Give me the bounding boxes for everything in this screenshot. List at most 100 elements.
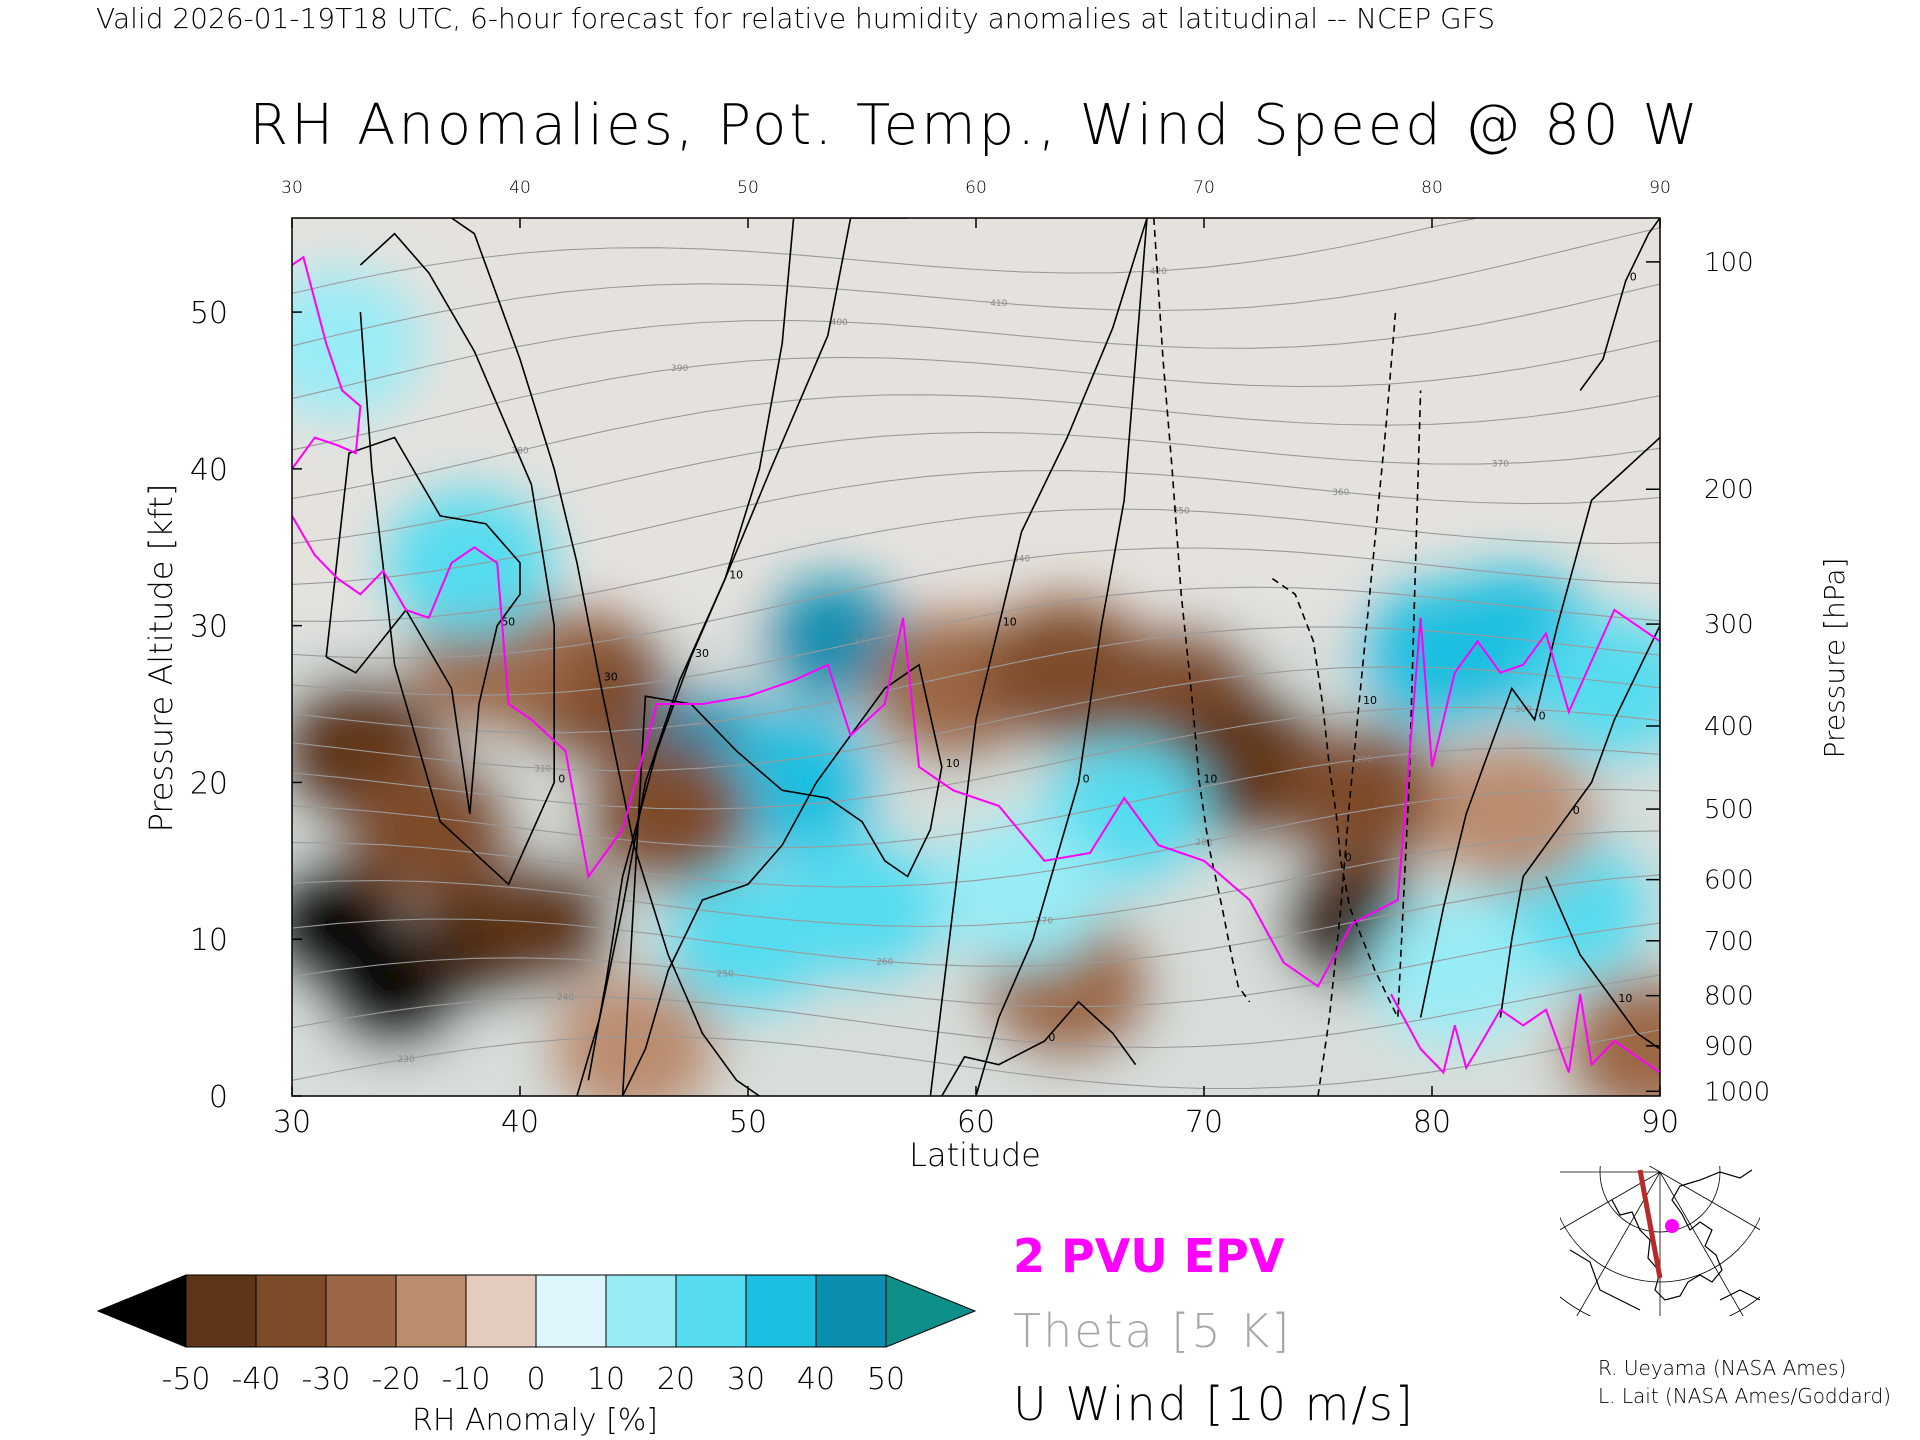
theta-contour <box>292 830 1660 928</box>
wind-contour <box>1579 218 1660 391</box>
colorbar-segment <box>535 1274 607 1348</box>
colorbar-tick-label: -30 <box>302 1362 351 1397</box>
theta-contour-label: 280 <box>1195 838 1212 848</box>
rh-blob-group <box>292 269 1660 1096</box>
y-tick-label: 40 <box>190 453 228 488</box>
wind-contour-label: 10 <box>946 757 960 770</box>
colorbar-tick-label: 0 <box>526 1362 545 1397</box>
map-meridian <box>1576 1171 1661 1316</box>
x-tick-label-top: 80 <box>1421 178 1443 198</box>
legend-theta: Theta [5 K] <box>1013 1304 1291 1358</box>
x-tick-label: 70 <box>1185 1105 1223 1140</box>
theta-contour-label: 410 <box>990 299 1007 309</box>
map-meridian <box>1560 1171 1661 1231</box>
u-wind-contours: 0 50 30 30 10 10 10 0 0 10 10 0 0 0 10 0 <box>325 218 1660 1096</box>
map-coastline <box>1611 1169 1753 1301</box>
wind-contour-label: 10 <box>729 569 743 582</box>
colorbar-segment <box>185 1274 257 1348</box>
legend-pv: 2 PVU EPV <box>1013 1229 1285 1283</box>
wind-contour <box>576 218 908 1096</box>
theta-contour-label: 250 <box>717 969 734 979</box>
valid-line: Valid 2026-01-19T18 UTC, 6-hour forecast… <box>96 2 1495 35</box>
theta-contours: 2302402502602702802903003103203303403503… <box>292 218 1660 1090</box>
theta-contour <box>292 394 1660 500</box>
inset-map-body <box>1560 1166 1760 1316</box>
theta-contour <box>292 508 1660 622</box>
colorbar-segment <box>675 1274 747 1348</box>
theta-contour-label: 230 <box>397 1055 414 1065</box>
colorbar-segment <box>815 1274 887 1348</box>
credit-line-2: L. Lait (NASA Ames/Goddard) <box>1598 1384 1891 1408</box>
colorbar-tick-label: 20 <box>657 1362 695 1397</box>
rh-blob <box>776 833 948 982</box>
map-meridian <box>1659 1171 1760 1231</box>
axes: 3030404050506060707080809090010203040501… <box>190 178 1770 1140</box>
colorbar-segment <box>325 1274 397 1348</box>
theta-contour <box>292 626 1660 734</box>
wind-contour-label: 0 <box>1048 1031 1055 1044</box>
rh-blob <box>1426 739 1597 888</box>
y-tick-label: 20 <box>190 766 228 801</box>
wind-contour-label: 30 <box>695 647 709 660</box>
map-meridian <box>1659 1171 1744 1316</box>
pressure-tick-label: 800 <box>1704 982 1754 1012</box>
map-cross-section-track <box>1637 1169 1663 1279</box>
x-tick-label: 40 <box>501 1105 539 1140</box>
pressure-tick-label: 500 <box>1704 795 1754 825</box>
wind-contour <box>325 436 521 814</box>
pressure-tick-label: 700 <box>1704 927 1754 957</box>
theta-contour <box>292 747 1660 849</box>
wind-contour-label: 0 <box>1539 710 1546 723</box>
colorbar-tick-label: -20 <box>372 1362 421 1397</box>
x-tick-label-top: 60 <box>965 178 987 198</box>
wind-contour <box>975 218 1148 1096</box>
rh-blob <box>471 861 615 986</box>
theta-contour-label: 380 <box>511 446 528 456</box>
colorbar-tick-label: -50 <box>162 1362 211 1397</box>
theta-contour <box>292 470 1660 585</box>
x-tick-label-top: 30 <box>281 178 303 198</box>
x-tick-label: 50 <box>729 1105 767 1140</box>
x-tick-label-top: 70 <box>1193 178 1215 198</box>
theta-contour <box>292 1029 1660 1090</box>
y-axis-label-left: Pressure Altitude [kft] <box>142 484 180 833</box>
rh-blob <box>583 739 754 888</box>
theta-contour-label: 420 <box>1150 267 1167 277</box>
colorbar-tick-label: 10 <box>587 1362 625 1397</box>
theta-contour-label: 270 <box>1036 917 1053 927</box>
theta-contour-label: 340 <box>1013 555 1030 565</box>
x-tick-label: 30 <box>273 1105 311 1140</box>
x-tick-label-top: 50 <box>737 178 759 198</box>
y-tick-label: 10 <box>190 923 228 958</box>
pressure-tick-label: 900 <box>1704 1032 1754 1062</box>
theta-contour-label: 400 <box>831 318 848 328</box>
colorbar-tick-label: -10 <box>442 1362 491 1397</box>
theta-contour <box>292 586 1660 696</box>
y-tick-label: 50 <box>190 296 228 331</box>
pressure-tick-label: 200 <box>1704 475 1754 505</box>
wind-contour <box>1499 625 1660 1018</box>
wind-contour <box>587 218 795 1081</box>
colorbar-over-arrow <box>885 1274 977 1348</box>
pressure-tick-label: 600 <box>1704 866 1754 896</box>
theta-contour <box>292 547 1660 659</box>
theta-contour <box>292 874 1660 967</box>
theta-contour-label: 350 <box>1173 507 1190 517</box>
pressure-tick-label: 300 <box>1704 610 1754 640</box>
theta-contour-label: 320 <box>694 719 711 729</box>
x-tick-label-top: 90 <box>1649 178 1671 198</box>
y-tick-label: 0 <box>209 1080 228 1115</box>
x-tick-label: 80 <box>1413 1105 1451 1140</box>
rh-blob <box>1563 974 1660 1096</box>
theta-contour <box>292 339 1660 451</box>
theta-contour <box>292 227 1660 347</box>
colorbar-segment <box>745 1274 817 1348</box>
wind-contour <box>359 232 555 886</box>
wind-contour <box>941 1000 1137 1096</box>
wind-contour-label: 10 <box>1203 772 1217 785</box>
rh-blob <box>1369 896 1540 1045</box>
rh-blob <box>292 269 423 418</box>
wind-contour <box>1419 436 1660 1018</box>
colorbar-segment <box>255 1274 327 1348</box>
